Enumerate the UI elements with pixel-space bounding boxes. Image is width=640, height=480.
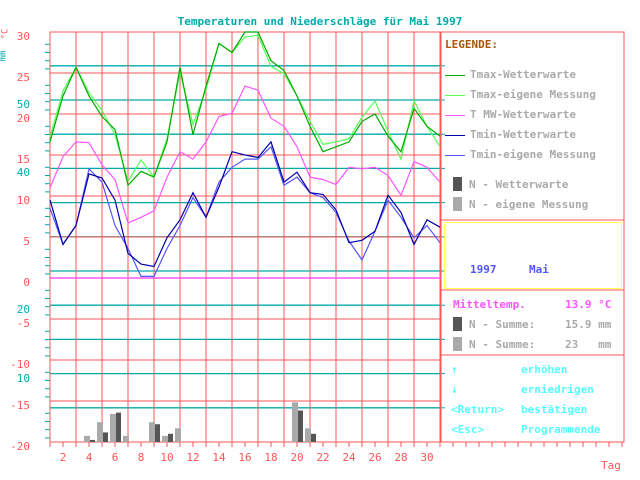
key-hint: ↑ — [451, 363, 458, 376]
mm-axis-label: 40 — [16, 166, 30, 180]
day-axis-label: 6 — [111, 451, 119, 464]
mm-axis-label: 50 — [16, 98, 30, 111]
temp-axis-label: -15 — [10, 399, 30, 412]
precip-bar-n_ww — [90, 439, 95, 442]
chart-title: Temperaturen und Niederschläge für Mai 1… — [177, 15, 463, 28]
legend-label: Tmax-Wetterwarte — [470, 68, 576, 81]
key-hint: <Esc> — [451, 423, 485, 436]
day-axis-label: 24 — [342, 451, 356, 464]
key-action: bestätigen — [521, 403, 588, 416]
key-action: erhöhen — [521, 363, 568, 376]
legend-line-tmax_ww — [445, 75, 465, 76]
legend-heading: LEGENDE: — [445, 38, 498, 51]
precip-bar-n_own — [110, 413, 116, 442]
series-line-tmw_ww — [49, 85, 441, 224]
day-axis-label: 16 — [238, 451, 252, 464]
temp-axis-label: -10 — [10, 358, 30, 371]
day-axis-label: 30 — [420, 451, 434, 464]
x-axis-title: Tag — [601, 459, 621, 472]
precip-bar-n_own — [162, 435, 168, 442]
legend-line-tmin_ww — [445, 135, 465, 136]
temp-axis-label: 5 — [23, 235, 30, 248]
series-line-tmax_ww — [49, 31, 441, 187]
temp-axis-label: 20 — [16, 112, 30, 125]
selected-month[interactable]: Mai — [529, 263, 549, 276]
precip-bar-n_ww — [168, 433, 173, 442]
mean-temp-label: Mitteltemp. — [453, 298, 526, 311]
temp-axis-label: -20 — [10, 440, 30, 453]
n-own-swatch — [453, 337, 462, 351]
temp-axis-label: -5 — [16, 317, 30, 330]
mean-temp-value: 13.9 °C — [565, 298, 612, 311]
legend-bar-label: N - Wetterwarte — [469, 178, 569, 191]
legend-bar-swatch — [453, 197, 462, 211]
day-axis-label: 4 — [85, 451, 93, 464]
mm-axis-label: 20 — [16, 303, 30, 317]
legend-line-tmax_own — [445, 95, 465, 96]
precip-bar-n_own — [305, 428, 311, 442]
legend-label: T MW-Wetterwarte — [470, 108, 576, 121]
day-axis-label: 12 — [186, 451, 200, 464]
day-axis-label: 14 — [212, 451, 226, 464]
day-axis-label: 8 — [137, 451, 145, 464]
legend-label: Tmin-Wetterwarte — [470, 128, 576, 141]
sum-ww-value: 15.9 mm — [565, 318, 612, 331]
sum-own-value: 23 mm — [565, 338, 612, 351]
n-ww-swatch — [453, 317, 462, 331]
day-axis-label: 20 — [290, 451, 304, 464]
day-axis-label: 2 — [59, 451, 67, 464]
precip-bar-n_ww — [298, 410, 303, 442]
legend-bar-swatch — [453, 177, 462, 191]
day-axis-label: 22 — [316, 451, 330, 464]
selected-year[interactable]: 1997 — [470, 263, 497, 276]
day-axis-label: 18 — [264, 451, 278, 464]
legend-label: Tmin-eigene Messung — [470, 148, 596, 161]
key-hint: <Return> — [451, 403, 504, 416]
precip-bar-n_ww — [103, 432, 108, 442]
day-axis-label: 28 — [394, 451, 408, 464]
precip-bar-n_own — [123, 435, 129, 442]
temp-axis-label: 15 — [16, 153, 30, 166]
key-action: erniedrigen — [521, 383, 594, 396]
precip-bar-n_own — [292, 402, 298, 442]
sum-own-label: N - Summe: — [469, 338, 536, 351]
sum-ww-label: N - Summe: — [469, 318, 536, 331]
precip-bar-n_own — [97, 422, 103, 442]
precip-bar-n_own — [175, 428, 181, 442]
temp-axis-label: 30 — [16, 30, 30, 43]
selection-box — [444, 222, 622, 289]
legend-line-tmin_own — [445, 155, 465, 156]
day-axis-label: 10 — [160, 451, 174, 464]
temp-axis-label: 25 — [16, 71, 30, 84]
precip-bar-n_ww — [311, 433, 316, 442]
key-hint: ↓ — [451, 383, 458, 396]
temp-axis-label: 0 — [23, 276, 30, 289]
celsius-unit-label: °C — [0, 28, 11, 40]
legend-line-tmw_ww — [445, 115, 465, 116]
precip-bar-n_own — [84, 435, 90, 442]
mm-unit-label: mm — [0, 50, 9, 62]
legend-label: Tmax-eigene Messung — [470, 88, 596, 101]
precip-bar-n_ww — [116, 412, 121, 442]
day-axis-label: 26 — [368, 451, 382, 464]
temp-axis-label: 10 — [16, 194, 30, 207]
precip-bar-n_ww — [155, 424, 160, 442]
mm-axis-label: 10 — [16, 371, 30, 385]
legend-bar-label: N - eigene Messung — [469, 198, 589, 211]
series-line-tmin_ww — [49, 140, 441, 268]
series-line-tmax_own — [49, 34, 441, 183]
key-action: Programmende — [521, 423, 601, 436]
precip-bar-n_own — [149, 422, 155, 442]
